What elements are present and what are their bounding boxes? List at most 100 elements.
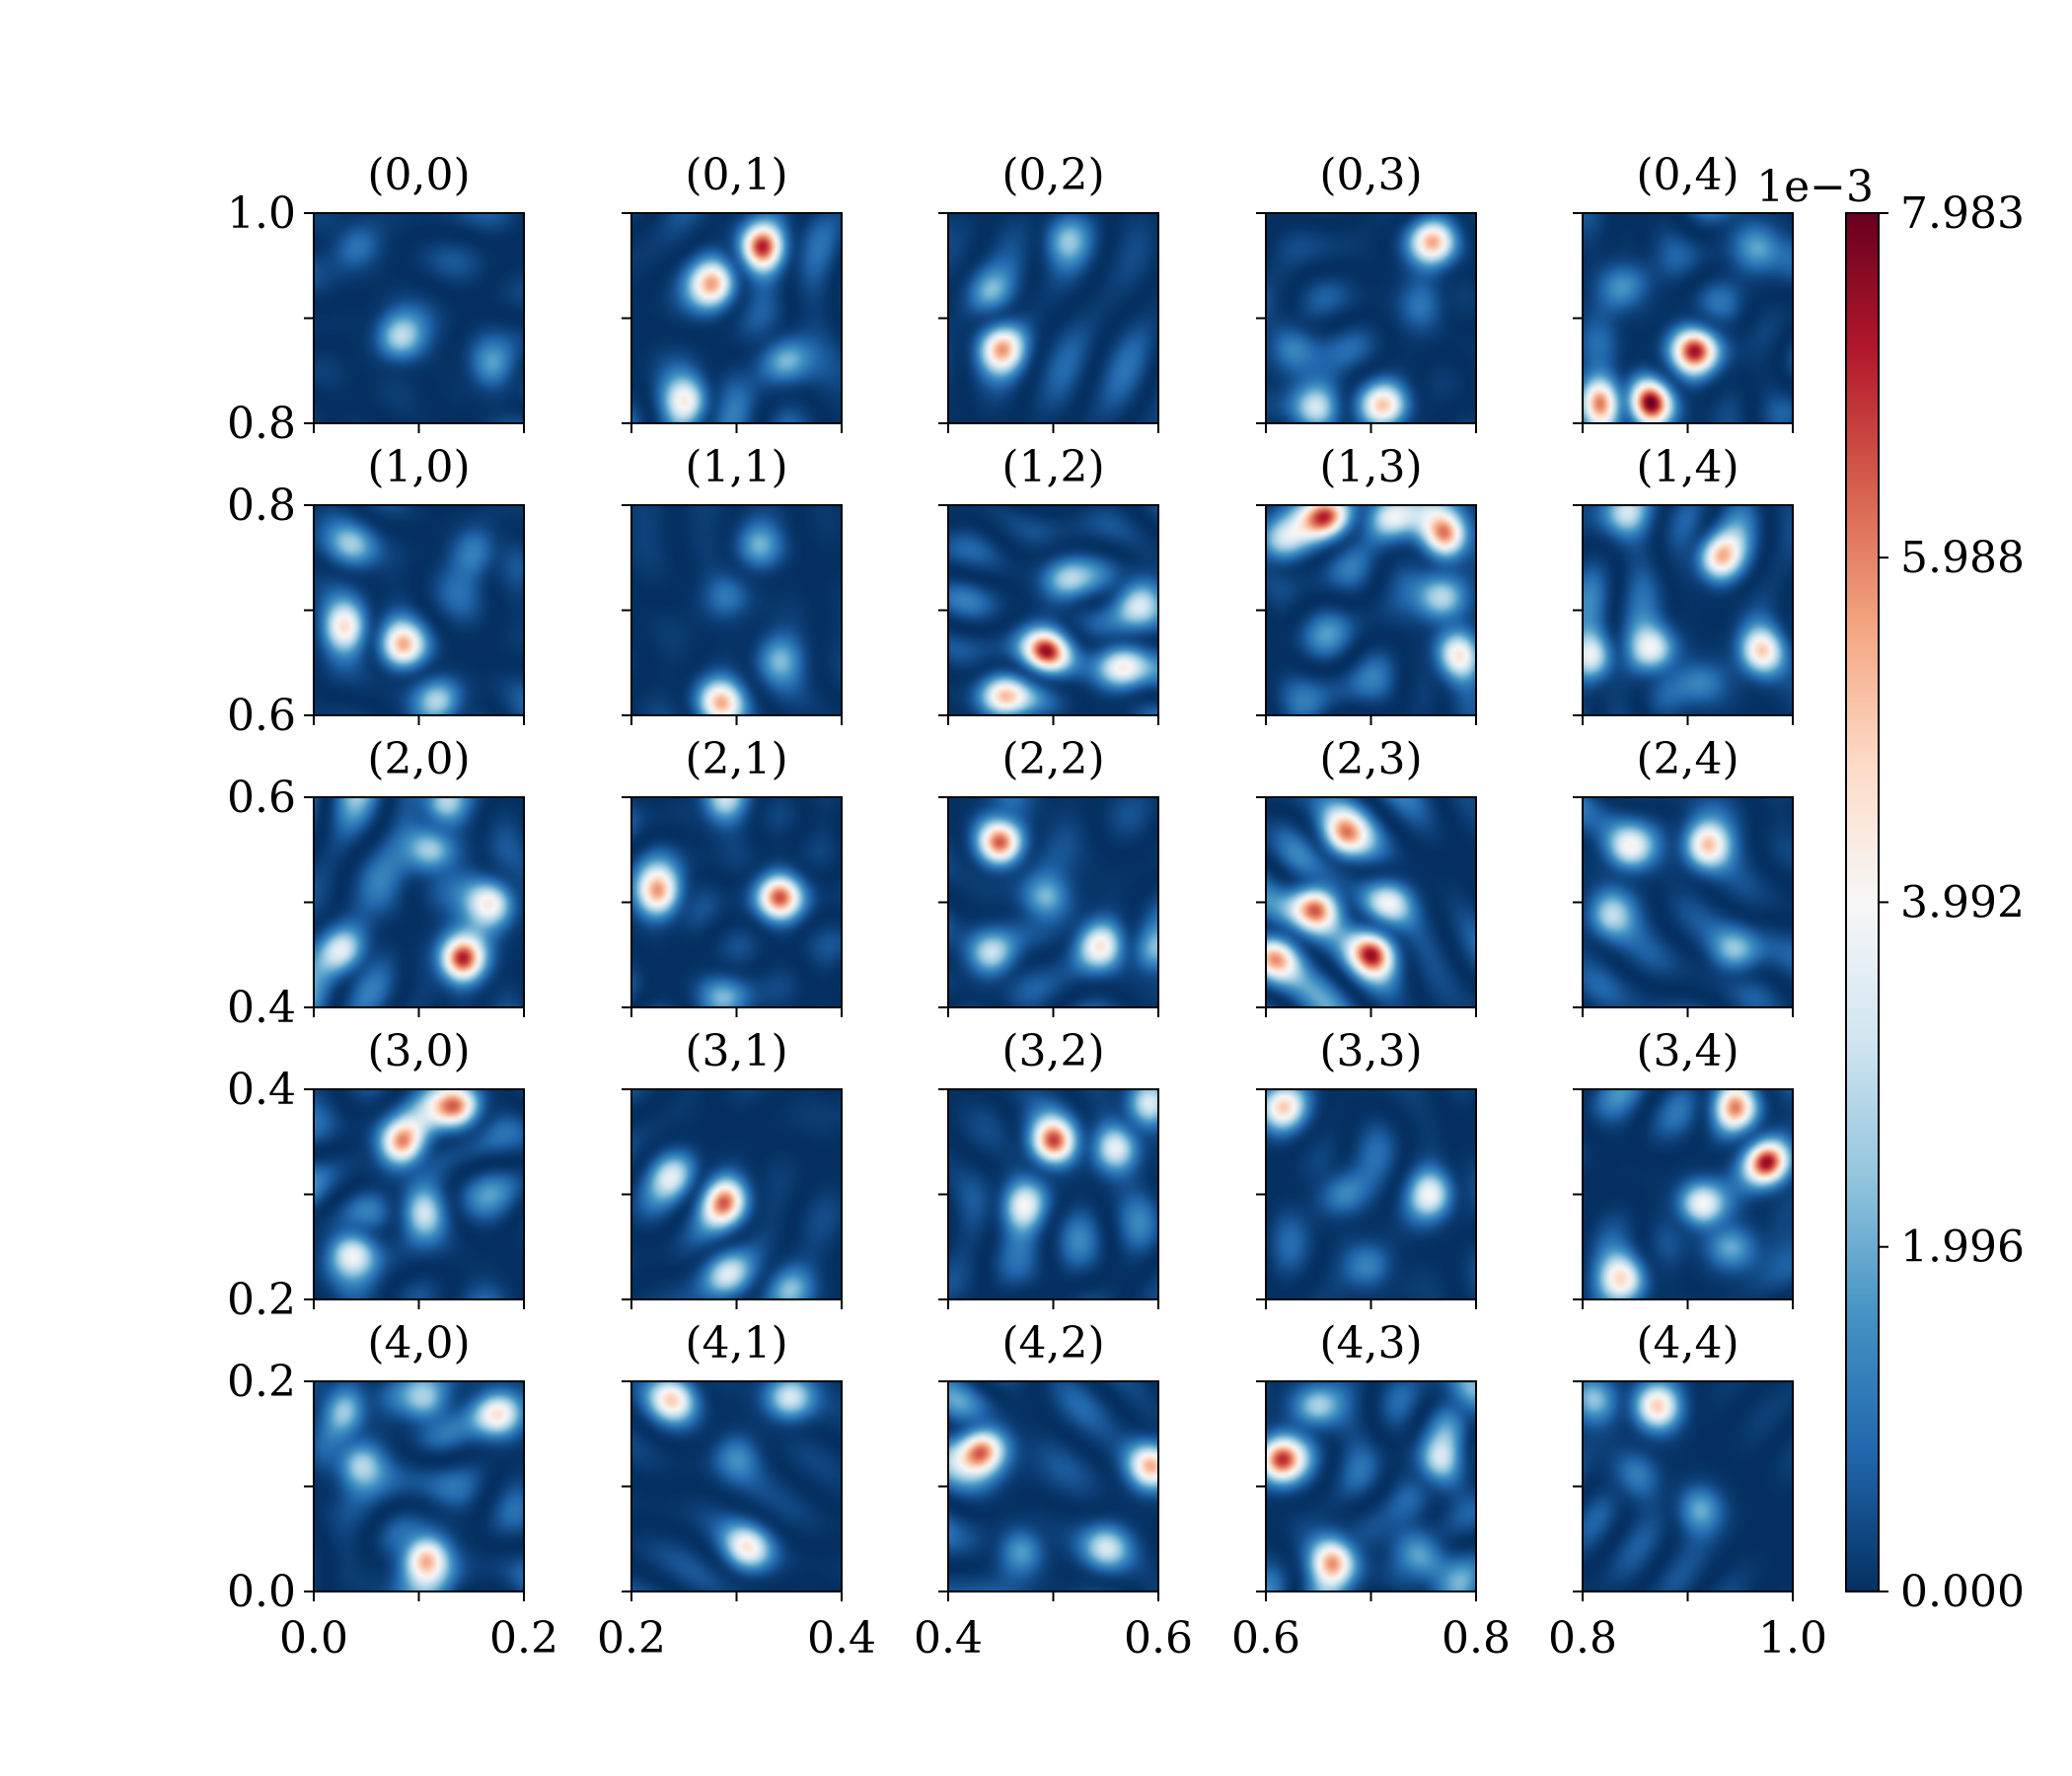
- x-tick-label: 0.2: [489, 1613, 558, 1664]
- heatmap-image: [1266, 1089, 1476, 1299]
- x-tick-label: 0.4: [914, 1613, 983, 1664]
- heatmap-image: [1266, 213, 1476, 423]
- panel-4-2: (4,2) 0.4 0.6: [914, 1318, 1193, 1664]
- panel-4-4: (4,4) 0.8 1.0: [1548, 1318, 1827, 1664]
- heatmap-image: [1266, 505, 1476, 715]
- panel-title: (4,4): [1636, 1318, 1739, 1369]
- panel-2-0: (2,0) 0.4 0.6: [227, 734, 525, 1033]
- panel-0-0: (0,0) 0.8 1.0: [227, 150, 525, 449]
- x-tick-label: 0.8: [1548, 1613, 1617, 1664]
- y-tick-label: 0.8: [227, 481, 296, 531]
- panel-2-4: (2,4): [1573, 734, 1794, 1017]
- panel-1-4: (1,4): [1573, 442, 1794, 725]
- panel-title: (0,2): [1001, 150, 1104, 200]
- panel-3-3: (3,3): [1256, 1026, 1477, 1309]
- heatmap-image: [314, 1381, 524, 1591]
- heatmap-image: [1583, 213, 1793, 423]
- heatmap-image: [1583, 1089, 1793, 1299]
- panel-3-4: (3,4): [1573, 1026, 1794, 1309]
- y-tick-label: 0.2: [227, 1357, 296, 1407]
- panel-1-1: (1,1): [622, 442, 843, 725]
- y-tick-label: 0.4: [227, 983, 296, 1033]
- panel-title: (3,0): [367, 1026, 470, 1076]
- panel-3-0: (3,0) 0.2 0.4: [227, 1026, 525, 1325]
- panel-title: (1,3): [1319, 442, 1422, 492]
- panel-0-2: (0,2): [938, 150, 1159, 433]
- colorbar-offset-label: 1e−3: [1756, 162, 1874, 212]
- y-tick-label: 0.2: [227, 1275, 296, 1325]
- y-tick-label: 0.6: [227, 691, 296, 741]
- panel-2-1: (2,1): [622, 734, 843, 1017]
- heatmap-image: [631, 505, 842, 715]
- heatmap-image: [1583, 1381, 1793, 1591]
- heatmap-image: [631, 213, 842, 423]
- panel-1-3: (1,3): [1256, 442, 1477, 725]
- panel-title: (3,1): [685, 1026, 787, 1076]
- panel-title: (4,0): [367, 1318, 470, 1369]
- panel-title: (4,1): [685, 1318, 787, 1369]
- heatmap-image: [631, 1089, 842, 1299]
- heatmap-image: [1266, 1381, 1476, 1591]
- heatmap-image: [948, 1089, 1158, 1299]
- y-tick-label: 0.6: [227, 773, 296, 823]
- panel-title: (2,3): [1319, 734, 1422, 784]
- y-tick-label: 1.0: [227, 188, 296, 239]
- panel-3-1: (3,1): [622, 1026, 843, 1309]
- x-tick-label: 0.6: [1124, 1613, 1193, 1664]
- heatmap-image: [948, 797, 1158, 1007]
- panel-title: (4,3): [1319, 1318, 1422, 1369]
- panel-title: (1,2): [1001, 442, 1104, 492]
- panel-4-1: (4,1) 0.2 0.4: [597, 1318, 876, 1664]
- heatmap-image: [631, 1381, 842, 1591]
- panel-grid: (0,0) 0.8 1.0 (0,1) (0,2) (0,3) (0,4) (1,0) 0.6 0…: [227, 150, 1827, 1664]
- panel-title: (1,4): [1636, 442, 1739, 492]
- colorbar-tick-label: 1.996: [1900, 1222, 2025, 1273]
- panel-title: (3,3): [1319, 1026, 1422, 1076]
- colorbar-tick-label: 7.983: [1900, 188, 2025, 239]
- panel-title: (0,3): [1319, 150, 1422, 200]
- panel-title: (1,1): [685, 442, 787, 492]
- colorbar-tick-label: 3.992: [1900, 877, 2025, 927]
- colorbar-gradient: [1845, 212, 1880, 1592]
- panel-4-0: (4,0) 0.0 0.2 0.0 0.2: [227, 1318, 558, 1664]
- colorbar: 0.000 1.996 3.992 5.988 7.983 1e−3: [1756, 162, 2025, 1617]
- panel-title: (2,2): [1001, 734, 1104, 784]
- panel-title: (0,1): [685, 150, 787, 200]
- panel-0-1: (0,1): [622, 150, 843, 433]
- x-tick-label: 0.2: [597, 1613, 666, 1664]
- heatmap-image: [948, 1381, 1158, 1591]
- colorbar-tick-label: 5.988: [1900, 533, 2025, 583]
- panel-1-2: (1,2): [938, 442, 1159, 725]
- panel-4-3: (4,3) 0.6 0.8: [1231, 1318, 1511, 1664]
- panel-title: (3,4): [1636, 1026, 1739, 1076]
- y-tick-label: 0.0: [227, 1567, 296, 1617]
- panel-title: (3,2): [1001, 1026, 1104, 1076]
- panel-title: (0,0): [367, 150, 470, 200]
- panel-title: (4,2): [1001, 1318, 1104, 1369]
- heatmap-image: [314, 213, 524, 423]
- x-tick-label: 0.0: [279, 1613, 348, 1664]
- heatmap-image: [314, 505, 524, 715]
- heatmap-image: [1583, 797, 1793, 1007]
- panel-3-2: (3,2): [938, 1026, 1159, 1309]
- panel-title: (0,4): [1636, 150, 1739, 200]
- heatmap-image: [948, 505, 1158, 715]
- panel-title: (2,1): [685, 734, 787, 784]
- heatmap-image: [948, 213, 1158, 423]
- panel-title: (2,4): [1636, 734, 1739, 784]
- panel-1-0: (1,0) 0.6 0.8: [227, 442, 525, 741]
- panel-2-2: (2,2): [938, 734, 1159, 1017]
- panel-0-3: (0,3): [1256, 150, 1477, 433]
- heatmap-image: [314, 797, 524, 1007]
- heatmap-image: [631, 797, 842, 1007]
- colorbar-tick-label: 0.000: [1900, 1567, 2025, 1617]
- y-tick-label: 0.4: [227, 1065, 296, 1115]
- panel-title: (1,0): [367, 442, 470, 492]
- x-tick-label: 0.6: [1231, 1613, 1300, 1664]
- panel-0-4: (0,4): [1573, 150, 1794, 433]
- x-tick-label: 0.4: [807, 1613, 876, 1664]
- heatmap-image: [1583, 505, 1793, 715]
- x-tick-label: 1.0: [1758, 1613, 1827, 1664]
- heatmap-image: [1266, 797, 1476, 1007]
